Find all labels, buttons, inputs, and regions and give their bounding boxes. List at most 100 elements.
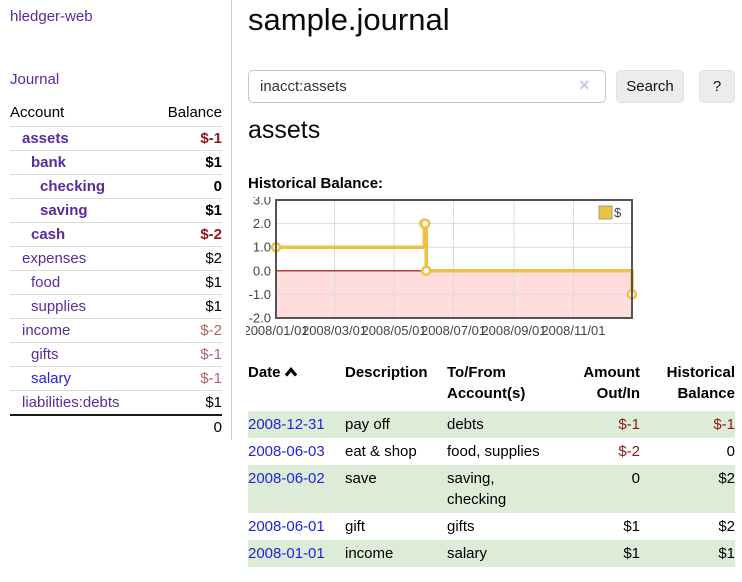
account-row: supplies $1 — [10, 294, 222, 319]
transaction-description: pay off — [345, 416, 390, 433]
account-row: bank $1 — [10, 150, 222, 175]
main-content: sample.journal × Search ? assets Histori… — [243, 0, 742, 582]
account-link[interactable]: supplies — [31, 298, 87, 315]
legend-label: $ — [614, 205, 622, 220]
account-balance: $-1 — [151, 366, 222, 391]
search-input[interactable] — [248, 70, 606, 103]
account-name-cell: saving — [10, 198, 152, 223]
transaction-row: 2008-06-01 gift gifts $1 $2 — [248, 513, 735, 540]
account-link[interactable]: salary — [31, 370, 72, 387]
account-name-cell: expenses — [10, 246, 152, 271]
accounts-total-balance: 0 — [151, 414, 222, 439]
account-name-cell: income — [10, 318, 152, 343]
transaction-date-cell: 2008-06-02 — [248, 465, 345, 513]
transaction-row: 2008-01-01 income salary $1 $1 — [248, 540, 735, 567]
sidebar-item-journal[interactable]: Journal — [10, 71, 60, 88]
transaction-amount: $1 — [623, 518, 640, 535]
search-button[interactable]: Search — [616, 70, 684, 103]
description-column-header: Description — [345, 364, 428, 381]
account-row: cash $-2 — [10, 222, 222, 247]
account-balance: $1 — [151, 270, 222, 295]
transaction-balance: 0 — [726, 443, 735, 460]
account-name-cell: assets — [10, 126, 152, 151]
transaction-date-link[interactable]: 2008-01-01 — [248, 545, 325, 562]
plot-border — [275, 199, 633, 319]
transaction-accounts: debts — [447, 416, 484, 433]
transaction-balance: $2 — [718, 518, 735, 535]
app-title-link[interactable]: hledger-web — [10, 8, 93, 25]
account-name-cell: cash — [10, 222, 152, 247]
transaction-date-cell: 2008-06-01 — [248, 513, 345, 540]
y-tick-label: -1.0 — [249, 287, 271, 302]
account-link[interactable]: expenses — [22, 250, 87, 267]
sort-asc-icon — [284, 362, 298, 383]
accounts-column-header: To/From Account(s) — [447, 364, 526, 402]
transaction-description: income — [345, 545, 394, 562]
account-link[interactable]: checking — [40, 178, 106, 195]
help-button[interactable]: ? — [699, 70, 735, 103]
clear-icon[interactable]: × — [579, 75, 590, 95]
transaction-description: eat & shop — [345, 443, 417, 460]
transaction-amount: $-2 — [618, 443, 640, 460]
account-balance: $1 — [151, 390, 222, 415]
data-point-marker — [419, 218, 431, 229]
x-tick-label: 2008/09/01 — [481, 323, 546, 338]
account-name-cell: gifts — [10, 342, 152, 367]
account-link[interactable]: food — [31, 274, 61, 291]
account-link[interactable]: saving — [40, 202, 88, 219]
transaction-description: save — [345, 470, 377, 487]
account-balance: $1 — [151, 198, 222, 223]
x-tick-label: 2008/03/01 — [302, 323, 367, 338]
account-name-cell: salary — [10, 366, 152, 391]
transaction-date-cell: 2008-01-01 — [248, 540, 345, 567]
account-link[interactable]: bank — [31, 154, 67, 171]
amount-column-header: Amount Out/In — [583, 364, 640, 402]
page-title: sample.journal — [248, 2, 450, 37]
y-tick-label: -2.0 — [249, 311, 271, 326]
y-tick-label: 2.0 — [253, 216, 271, 231]
transaction-accounts: food, supplies — [447, 443, 540, 460]
account-row: income $-2 — [10, 318, 222, 343]
account-row: liabilities:debts $1 — [10, 390, 222, 415]
account-balance: $1 — [151, 150, 222, 175]
account-balance: $2 — [151, 246, 222, 271]
x-tick-label: 2008/11/01 — [541, 323, 605, 338]
transaction-date-cell: 2008-12-31 — [248, 411, 345, 438]
legend-swatch — [598, 205, 613, 220]
transaction-amount: $1 — [623, 545, 640, 562]
account-row: assets $-1 — [10, 126, 222, 151]
transaction-row: 2008-06-03 eat & shop food, supplies $-2… — [248, 438, 735, 465]
balance-column-header-main: Historical Balance — [666, 364, 735, 402]
account-balance: $1 — [151, 294, 222, 319]
x-tick-label: 2008/01/01 — [246, 323, 309, 338]
account-balance: $-2 — [151, 318, 222, 343]
transaction-accounts: saving, checking — [447, 470, 507, 508]
account-link[interactable]: income — [22, 322, 71, 339]
transaction-amount: 0 — [631, 470, 640, 487]
account-link[interactable]: assets — [22, 130, 69, 147]
account-section-heading: assets — [248, 116, 321, 144]
account-link[interactable]: cash — [31, 226, 66, 243]
transaction-accounts: gifts — [447, 518, 475, 535]
account-row: salary $-1 — [10, 366, 222, 391]
date-column-header: Date — [248, 359, 345, 411]
account-column-header: Account — [10, 104, 65, 121]
historical-balance-chart: $3.0 2.0 1.0 0.0 -1.0 -2.0 2008/01/01 2008/03/0… — [243, 193, 642, 348]
transaction-date-link[interactable]: 2008-06-01 — [248, 518, 325, 535]
account-row: food $1 — [10, 270, 222, 295]
transaction-date-link[interactable]: 2008-06-03 — [248, 443, 325, 460]
account-name-cell: supplies — [10, 294, 152, 319]
transaction-date-link[interactable]: 2008-06-02 — [248, 470, 325, 487]
transaction-date-cell: 2008-06-03 — [248, 438, 345, 465]
transaction-row: 2008-06-02 save saving, checking 0 $2 — [248, 465, 735, 513]
y-tick-label: 0.0 — [253, 263, 271, 278]
account-link[interactable]: liabilities:debts — [22, 394, 120, 411]
accounts-total-spacer — [10, 414, 152, 439]
account-row: expenses $2 — [10, 246, 222, 271]
accounts-table-header: Account Balance — [10, 101, 222, 127]
transaction-date-link[interactable]: 2008-12-31 — [248, 416, 325, 433]
account-link[interactable]: gifts — [31, 346, 59, 363]
chart-svg: $3.0 2.0 1.0 0.0 -1.0 -2.02008/01/012008/03/0… — [243, 193, 638, 338]
account-balance: 0 — [151, 174, 222, 199]
x-tick-label: 2008/07/01 — [421, 323, 486, 338]
